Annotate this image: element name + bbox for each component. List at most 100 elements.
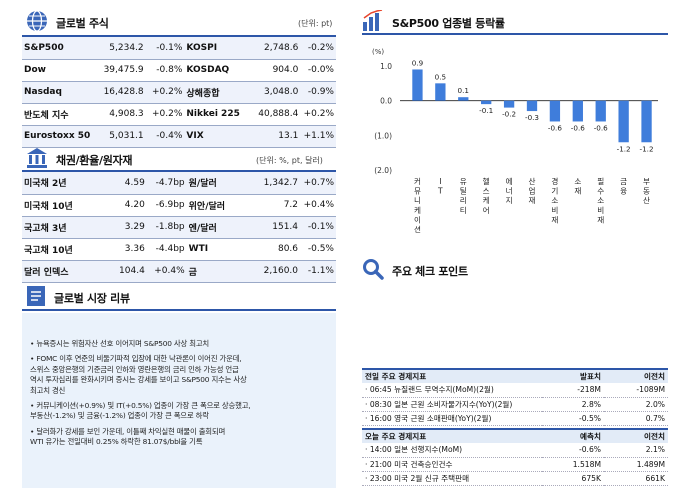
left-change: -0.4% — [145, 125, 185, 148]
indicator-name: · 06:45 뉴질랜드 무역수지(MoM)(2월) — [362, 383, 542, 398]
header-actual: 발표치 — [542, 368, 604, 383]
y-tick-label: (2.0) — [374, 166, 392, 175]
data-label: 0.1 — [458, 86, 469, 95]
table-header-row: 오늘 주요 경제지표 예측치 이전치 — [362, 428, 668, 443]
bar — [458, 97, 469, 101]
table-header-row: 전일 주요 경제지표 발표치 이전치 — [362, 368, 668, 383]
left-change: -0.1% — [145, 37, 185, 60]
right-name: 상해종합 — [184, 81, 257, 104]
right-change: +0.2% — [300, 103, 336, 126]
market-review-list: 뉴욕증시는 위험자산 선호 이어지며 S&P500 사상 최고치 FOMC 이후 … — [22, 313, 336, 448]
divider — [22, 309, 336, 311]
right-value: 1,342.7 — [261, 172, 301, 195]
right-change: -0.2% — [300, 37, 336, 60]
bonds-fx-table: 미국채 2년 4.59 -4.7bp 원/달러 1,342.7 +0.7% 미국채 10년 4… — [22, 172, 336, 283]
check-points-title: 주요 체크 포인트 — [392, 264, 468, 278]
review-item: 뉴욕증시는 위험자산 선호 이어지며 S&P500 사상 최고치 — [30, 339, 330, 349]
bar — [526, 100, 538, 112]
table-row: Dow 39,475.9 -0.8% KOSDAQ 904.0 -0.0% — [22, 59, 336, 82]
left-change: -4.4bp — [146, 238, 187, 261]
indicator-value: 1.518M — [542, 457, 604, 472]
header-actual: 예측치 — [542, 428, 604, 443]
y-tick-label: 1.0 — [380, 62, 392, 71]
right-name: 위안/달러 — [186, 194, 262, 217]
right-value: 80.6 — [261, 238, 301, 261]
right-value: 2,160.0 — [261, 260, 301, 283]
y-tick-label: 0.0 — [380, 97, 392, 106]
left-value: 39,475.9 — [92, 59, 146, 82]
left-change: -4.7bp — [146, 172, 187, 195]
bar — [618, 100, 629, 143]
right-change: -0.9% — [300, 81, 336, 104]
left-change: +0.2% — [145, 81, 185, 104]
left-name: Eurostoxx 50 — [22, 125, 93, 148]
right-change: -0.0% — [300, 59, 336, 82]
left-name: 반도체 지수 — [22, 103, 93, 126]
table-row: · 08:30 일본 근원 소비자물가지수(YoY)(2월) 2.8% 2.0% — [362, 397, 668, 412]
indicator-name: · 21:00 미국 건축승인건수 — [362, 457, 542, 472]
left-value: 4.20 — [91, 194, 147, 217]
right-name: VIX — [184, 125, 257, 148]
right-value: 2,748.6 — [256, 37, 301, 60]
table-row: · 21:00 미국 건축승인건수 1.518M 1.489M — [362, 457, 668, 472]
market-review-header: 글로벌 시장 리뷰 — [26, 285, 130, 310]
indicator-value: -0.6% — [542, 443, 604, 458]
header-title: 전일 주요 경제지표 — [362, 368, 542, 383]
right-name: 원/달러 — [186, 172, 262, 195]
table-row: · 23:00 미국 2월 신규 주택판매 675K 661K — [362, 471, 668, 486]
sector-bar-chart: (%) 1.0 0.0 (1.0) (2.0) 0.9 커 뮤 니 케 이 션 0.5 I T 0.1 유 틸 리 티… — [372, 48, 658, 234]
bonds-fx-title: 채권/환율/원자재 — [56, 153, 133, 167]
indicator-value: -0.5% — [542, 411, 604, 426]
document-icon — [26, 285, 46, 310]
right-value: 151.4 — [261, 216, 301, 239]
right-name: KOSDAQ — [184, 59, 257, 82]
indicator-name: · 16:00 영국 근원 소매판매(YoY)(2월) — [362, 411, 542, 426]
right-value: 7.2 — [261, 194, 301, 217]
left-value: 16,428.8 — [92, 81, 146, 104]
table-row: 국고채 10년 3.36 -4.4bp WTI 80.6 -0.5% — [22, 238, 336, 261]
table-row: · 06:45 뉴질랜드 무역수지(MoM)(2월) -218M -1089M — [362, 383, 668, 398]
check-points-header: 주요 체크 포인트 — [362, 258, 468, 283]
left-name: S&P500 — [22, 37, 93, 60]
bar — [412, 69, 423, 101]
table-row: 달러 인덱스 104.4 +0.4% 금 2,160.0 -1.1% — [22, 260, 336, 283]
left-name: 국고채 10년 — [22, 238, 92, 261]
left-name: 국고채 3년 — [22, 216, 92, 239]
market-review-title: 글로벌 시장 리뷰 — [54, 291, 130, 305]
review-item: 커뮤니케이션(+0.9%) 및 IT(+0.5%) 업종이 가장 큰 폭으로 상… — [30, 401, 330, 422]
data-label: -1.2 — [617, 144, 631, 153]
left-name: 미국채 10년 — [22, 194, 92, 217]
magnifier-icon — [362, 258, 384, 283]
right-change: -1.1% — [300, 260, 336, 283]
right-name: WTI — [186, 238, 262, 261]
table-row: 반도체 지수 4,908.3 +0.2% Nikkei 225 40,888.4 +0.2… — [22, 103, 336, 126]
bar — [481, 100, 492, 105]
indicator-previous: 0.7% — [604, 411, 668, 426]
table-row: Eurostoxx 50 5,031.1 -0.4% VIX 13.1 +1.1% — [22, 125, 336, 148]
data-label: -0.6 — [594, 123, 608, 132]
left-change: -0.8% — [145, 59, 185, 82]
right-name: 엔/달러 — [186, 216, 262, 239]
right-name: 금 — [186, 260, 262, 283]
table-row: 미국채 2년 4.59 -4.7bp 원/달러 1,342.7 +0.7% — [22, 172, 336, 195]
table-row: · 14:00 일본 선행지수(MoM) -0.6% 2.1% — [362, 443, 668, 458]
left-value: 4.59 — [91, 172, 147, 195]
bar — [572, 100, 583, 122]
building-icon — [26, 147, 48, 172]
right-change: +0.4% — [300, 194, 336, 217]
global-stocks-title: 글로벌 주식 — [56, 16, 109, 30]
header-previous: 이전치 — [604, 368, 668, 383]
globe-icon — [26, 10, 48, 35]
divider — [22, 35, 336, 37]
indicator-value: 2.8% — [542, 397, 604, 412]
y-tick-label: (1.0) — [374, 131, 392, 140]
data-label: -0.2 — [502, 110, 516, 119]
left-value: 3.36 — [91, 238, 147, 261]
